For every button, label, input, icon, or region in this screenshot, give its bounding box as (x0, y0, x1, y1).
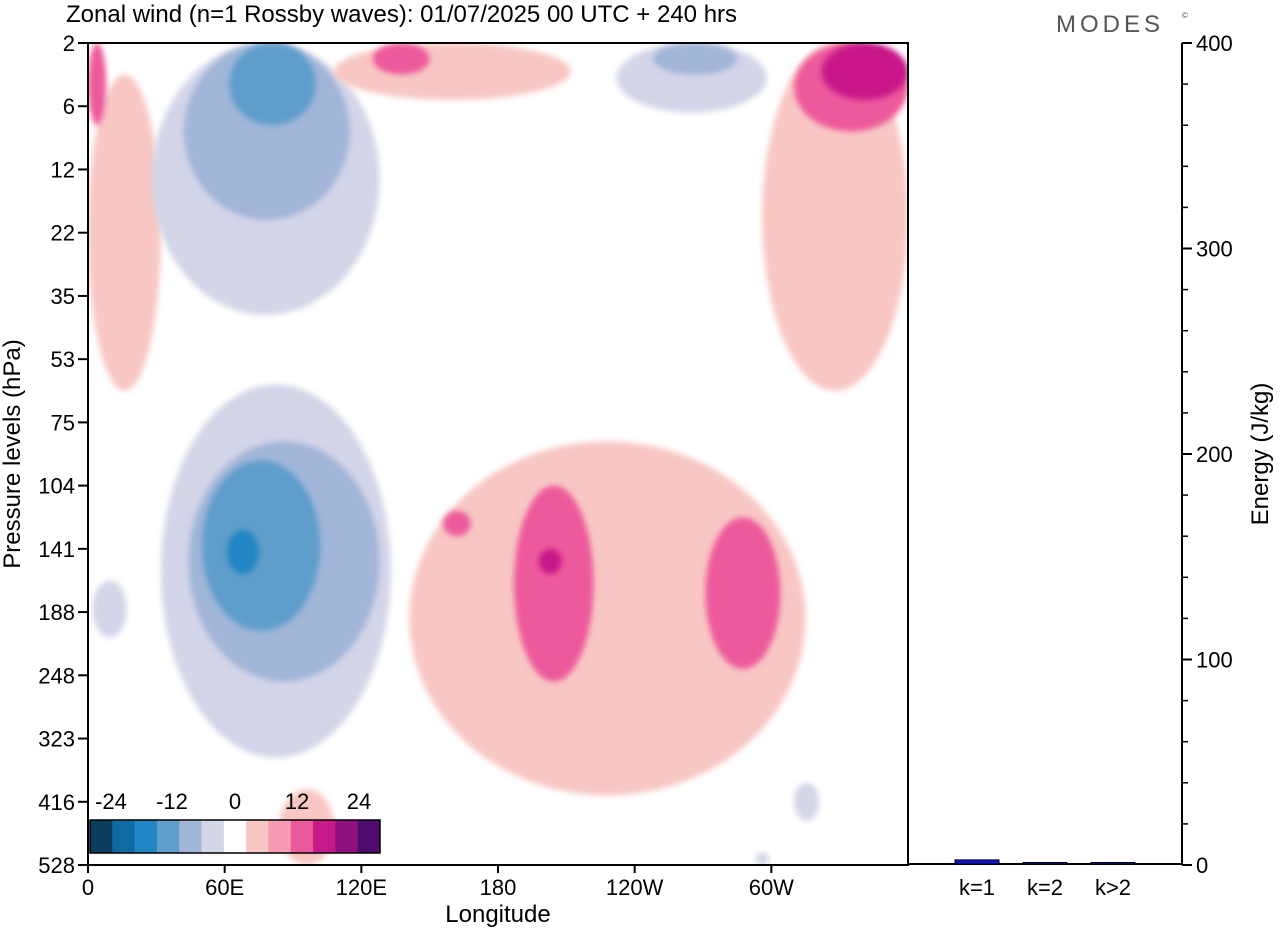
contour-region-23 (794, 782, 820, 821)
x-tick-label: 0 (82, 875, 94, 900)
colorbar-swatch (290, 820, 314, 853)
energy-bars: k=1 k=2 k>2 (954, 859, 1136, 900)
y-tick-label: 6 (63, 94, 75, 119)
y-tick-label: 12 (51, 157, 75, 182)
energy-axis: 0 100 200 300 400 (1182, 31, 1233, 878)
contour-region-24 (755, 852, 770, 865)
colorbar-swatch (268, 820, 292, 853)
colorbar-label: 24 (347, 789, 371, 814)
y-tick-label: 53 (51, 347, 75, 372)
colorbar: -24 -12 0 12 24 (89, 789, 381, 854)
y-tick-label: 75 (51, 410, 75, 435)
colorbar-swatch (134, 820, 158, 853)
colorbar-swatch (201, 820, 225, 853)
x-tick-label: 180 (480, 875, 517, 900)
colorbar-label: -12 (156, 789, 188, 814)
x-tick-label: 120E (336, 875, 387, 900)
y-tick-label: 323 (38, 727, 75, 752)
y-axis: 2 6 12 22 35 53 75 104 141 188 248 323 416 528 (38, 31, 88, 878)
y-tick-label: 141 (38, 537, 75, 562)
contour-region-8 (652, 43, 738, 75)
colorbar-label: -24 (95, 789, 127, 814)
contour-region-1 (88, 43, 107, 126)
colorbar-label: 0 (229, 789, 241, 814)
contour-region-14 (201, 460, 321, 632)
x-tick-label: 60E (205, 875, 244, 900)
x-axis-label: Longitude (445, 901, 550, 928)
energy-tick-label: 300 (1196, 237, 1233, 262)
contour-region-9 (762, 43, 908, 391)
contour-field (88, 43, 908, 865)
energy-tick-label: 400 (1196, 31, 1233, 56)
contour-region-16 (92, 580, 127, 638)
contour-region-19 (443, 510, 471, 537)
y-tick-label: 22 (51, 221, 75, 246)
colorbar-swatch (246, 820, 269, 853)
contour-region-20 (705, 517, 781, 669)
x-tick-label: 60W (749, 875, 794, 900)
contour-region-5 (334, 43, 571, 100)
y-axis-label: Pressure levels (hPa) (0, 339, 26, 568)
y-tick-label: 416 (38, 790, 75, 815)
y-tick-label: 35 (51, 284, 75, 309)
y-tick-label: 188 (38, 600, 75, 625)
energy-category-label: k>2 (1095, 875, 1131, 900)
x-axis: 0 60E 120E 180 120W 60W (82, 865, 794, 900)
energy-tick-label: 200 (1196, 442, 1233, 467)
colorbar-swatch (223, 820, 247, 853)
contour-region-6 (372, 43, 430, 75)
colorbar-label: 12 (285, 789, 309, 814)
colorbar-swatch (112, 820, 135, 853)
contour-region-18 (513, 485, 594, 682)
colorbar-swatch (179, 820, 202, 853)
colorbar-swatch (335, 820, 358, 853)
energy-tick-label: 0 (1196, 853, 1208, 878)
contour-region-17 (409, 441, 806, 796)
y-tick-label: 104 (38, 474, 75, 499)
contour-region-21 (539, 548, 562, 575)
energy-bar (1022, 862, 1068, 865)
y-tick-label: 2 (63, 31, 75, 56)
y-tick-label: 248 (38, 663, 75, 688)
brand-mark: © (1182, 11, 1188, 20)
colorbar-frame (89, 819, 381, 854)
contour-region-4 (229, 43, 316, 126)
colorbar-swatch (357, 820, 381, 853)
energy-bar (954, 859, 1000, 865)
contour-region-15 (226, 529, 259, 575)
contour-region-11 (821, 43, 908, 100)
colorbar-swatch (90, 820, 113, 853)
energy-category-label: k=2 (1027, 875, 1063, 900)
energy-axis-label: Energy (J/kg) (1247, 383, 1274, 526)
brand-text: MODES (1056, 11, 1164, 38)
contour-region-0 (88, 74, 161, 391)
energy-bar (1090, 862, 1136, 865)
chart-title: Zonal wind (n=1 Rossby waves): 01/07/202… (66, 1, 737, 28)
x-tick-label: 120W (606, 875, 664, 900)
energy-tick-label: 100 (1196, 648, 1233, 673)
y-tick-label: 528 (38, 853, 75, 878)
modes-logo: MODES © (1056, 11, 1188, 38)
colorbar-swatch (156, 820, 180, 853)
colorbar-swatch (313, 820, 336, 853)
energy-category-label: k=1 (959, 875, 995, 900)
